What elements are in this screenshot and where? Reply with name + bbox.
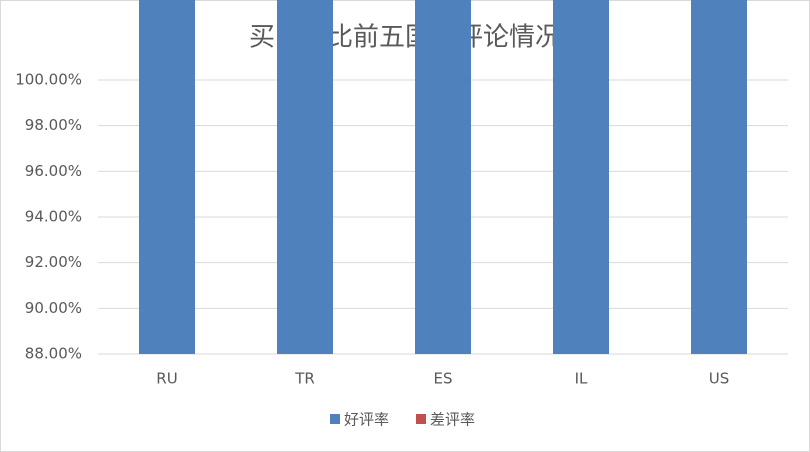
- legend-label: 好评率: [344, 411, 389, 429]
- y-tick-label: 96.00%: [25, 162, 82, 180]
- bar-segment: [415, 0, 471, 354]
- x-tick-label: ES: [434, 370, 453, 388]
- bar-segment: [691, 0, 747, 354]
- legend-label: 差评率: [430, 411, 475, 429]
- x-tick-label: TR: [294, 370, 315, 388]
- x-tick-label: US: [709, 370, 730, 388]
- y-tick-label: 98.00%: [25, 116, 82, 134]
- x-tick-label: IL: [575, 370, 588, 388]
- y-tick-label: 100.00%: [15, 71, 82, 89]
- legend-swatch: [330, 414, 340, 424]
- y-tick-label: 94.00%: [25, 208, 82, 226]
- y-tick-label: 92.00%: [25, 253, 82, 271]
- bar-segment: [277, 0, 333, 355]
- bar-segment: [553, 0, 609, 354]
- y-tick-label: 88.00%: [25, 345, 82, 363]
- y-tick-label: 90.00%: [25, 299, 82, 317]
- bar-segment: [139, 0, 195, 355]
- x-tick-label: RU: [156, 370, 177, 388]
- legend-swatch: [416, 414, 426, 424]
